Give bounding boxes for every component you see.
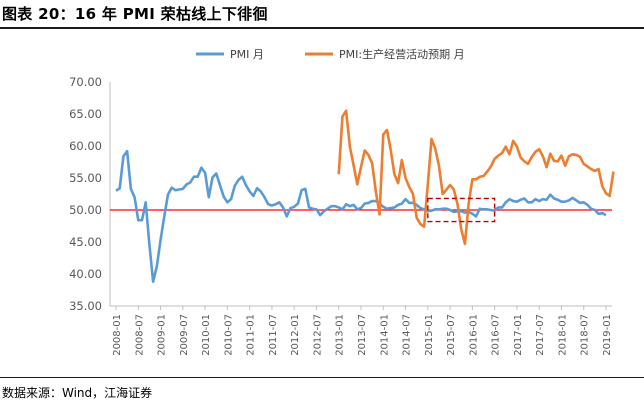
x-tick-label: 2015-01 (424, 314, 435, 356)
x-tick-label: 2017-01 (513, 314, 524, 356)
y-tick-label: 40.00 (69, 267, 102, 281)
x-tick-label: 2010-07 (223, 314, 234, 356)
series-line-expectation (339, 111, 614, 244)
x-tick-label: 2016-01 (468, 314, 479, 356)
x-tick-label: 2014-07 (402, 314, 413, 356)
x-tick-label: 2012-07 (312, 314, 323, 356)
x-tick-label: 2009-07 (179, 314, 190, 356)
title-rule (0, 27, 644, 29)
y-tick-label: 45.00 (69, 235, 102, 249)
x-tick-label: 2013-07 (357, 314, 368, 356)
x-tick-label: 2018-01 (557, 314, 568, 356)
x-tick-label: 2010-01 (201, 314, 212, 356)
y-tick-label: 70.00 (69, 75, 102, 89)
x-tick-label: 2012-01 (290, 314, 301, 356)
x-tick-label: 2016-07 (491, 314, 502, 356)
x-tick-label: 2011-07 (268, 314, 279, 356)
x-tick-label: 2018-07 (580, 314, 591, 356)
x-tick-label: 2019-01 (602, 314, 613, 356)
x-tick-label: 2009-01 (157, 314, 168, 356)
x-tick-label: 2011-01 (246, 314, 257, 356)
y-tick-label: 65.00 (69, 107, 102, 121)
y-axis: 70.00 65.00 60.00 55.00 50.00 45.00 40.00 35.00 (69, 75, 110, 313)
x-tick-label: 2013-01 (335, 314, 346, 356)
y-tick-label: 60.00 (69, 139, 102, 153)
y-tick-label: 50.00 (69, 203, 102, 217)
x-axis: 2008-01 2008-07 2009-01 2009-07 2010-01 2010-… (110, 306, 613, 356)
x-tick-label: 2017-07 (535, 314, 546, 356)
source-note: 数据来源：Wind，江海证券 (2, 384, 152, 401)
source-rule (0, 377, 644, 378)
x-tick-label: 2015-07 (446, 314, 457, 356)
figure-title: 图表 20：16 年 PMI 荣枯线上下徘徊 (2, 3, 268, 24)
line-chart: PMI 月 PMI:生产经营活动预期 月 70.00 65.00 60.00 55.0… (0, 30, 644, 376)
y-tick-label: 55.00 (69, 171, 102, 185)
legend-label-pmi: PMI 月 (230, 48, 264, 61)
chart-legend: PMI 月 PMI:生产经营活动预期 月 (196, 47, 465, 61)
x-tick-label: 2008-07 (134, 314, 145, 356)
y-tick-label: 35.00 (69, 299, 102, 313)
x-tick-label: 2008-01 (112, 314, 123, 356)
plot-area (110, 111, 613, 282)
legend-label-expectation: PMI:生产经营活动预期 月 (339, 47, 465, 61)
x-tick-label: 2014-01 (379, 314, 390, 356)
